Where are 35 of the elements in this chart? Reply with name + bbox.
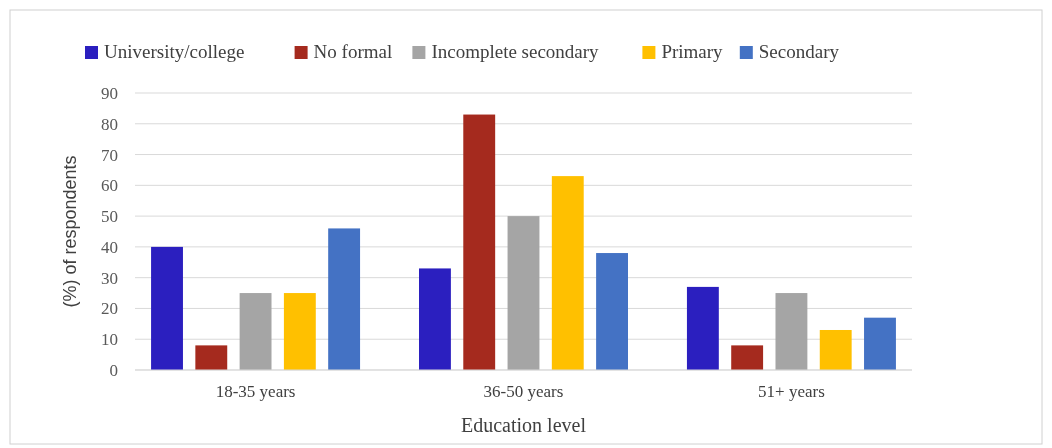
legend-label: Incomplete secondary — [431, 41, 600, 62]
legend-label: University/college — [104, 41, 245, 62]
y-tick-label: 80 — [101, 114, 118, 134]
x-axis-title: Education level — [461, 414, 587, 436]
y-tick-label: 40 — [101, 237, 118, 257]
x-tick-label: 18-35 years — [215, 382, 296, 401]
bar — [819, 329, 852, 370]
y-axis-title: (%) of respondents — [60, 155, 80, 308]
y-tick-label: 30 — [101, 268, 118, 288]
legend-label: Primary — [661, 41, 724, 62]
y-tick-label: 90 — [101, 83, 118, 103]
x-tick-label: 51+ years — [758, 382, 825, 401]
y-tick-label: 60 — [101, 176, 118, 196]
bar — [864, 317, 896, 370]
bar — [283, 293, 316, 370]
bar — [775, 293, 808, 370]
bar — [596, 253, 628, 370]
bar — [328, 228, 361, 370]
bar — [551, 176, 584, 370]
y-tick-label: 50 — [101, 207, 118, 227]
bar — [195, 345, 228, 370]
x-tick-label: 36-50 years — [483, 382, 564, 401]
bar — [731, 345, 764, 370]
bar — [151, 246, 183, 370]
y-tick-label: 0 — [109, 360, 118, 380]
bar — [507, 216, 540, 370]
y-tick-label: 70 — [101, 145, 118, 165]
y-tick-label: 20 — [101, 299, 118, 319]
legend-label: Secondary — [758, 41, 840, 62]
legend-label: No formal — [313, 41, 393, 62]
bar — [463, 114, 496, 370]
bar — [419, 268, 451, 370]
bar — [686, 286, 719, 370]
y-tick-label: 10 — [101, 330, 118, 350]
bar — [239, 293, 272, 370]
